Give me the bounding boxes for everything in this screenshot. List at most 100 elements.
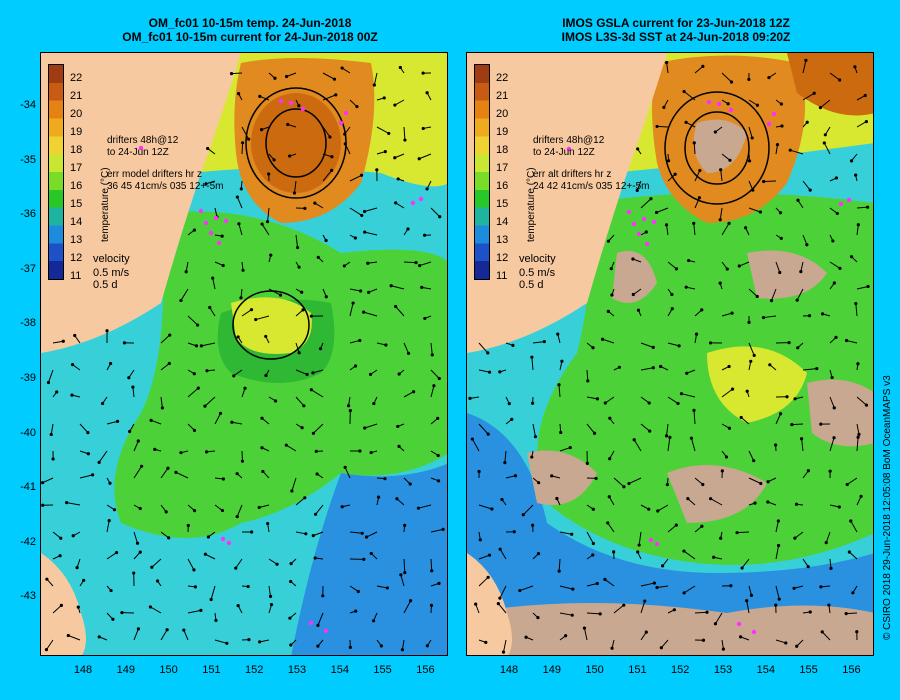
current-arrow xyxy=(721,72,732,83)
current-arrow xyxy=(775,545,780,560)
current-arrow xyxy=(268,585,272,597)
current-arrow-head xyxy=(819,585,823,589)
current-arrow xyxy=(775,520,779,533)
current-arrow-head xyxy=(849,519,853,523)
colorbar-tick: 20 xyxy=(70,108,83,120)
error-note: err alt drifters hr z 24 42 41cm/s 035 1… xyxy=(533,169,649,193)
drifter-marker xyxy=(223,218,229,224)
current-arrow-head xyxy=(767,75,771,80)
current-arrow-head xyxy=(289,561,293,566)
current-arrow-head xyxy=(700,308,704,312)
current-arrow xyxy=(430,342,433,355)
drifters-line2: to 24-Jun 12Z xyxy=(533,147,595,158)
current-arrow-head xyxy=(418,263,422,268)
current-arrow xyxy=(175,471,189,479)
current-arrow xyxy=(478,342,489,354)
current-arrow-head xyxy=(153,447,157,451)
current-arrow-head xyxy=(340,66,344,70)
current-arrow-head xyxy=(135,541,140,545)
current-arrow xyxy=(349,174,362,182)
current-arrow xyxy=(775,413,782,425)
current-arrow xyxy=(505,475,516,479)
current-arrow-head xyxy=(510,417,514,421)
current-arrow-head xyxy=(243,386,247,390)
latitude-tick: -38 xyxy=(20,317,36,330)
current-arrow-head xyxy=(568,445,572,450)
current-arrow-head xyxy=(264,373,268,378)
velocity-label: velocity xyxy=(93,253,130,265)
current-arrow xyxy=(497,603,507,614)
current-arrow xyxy=(403,261,417,264)
current-arrow xyxy=(660,639,669,649)
current-arrow-head xyxy=(330,168,334,172)
current-arrow-head xyxy=(755,294,759,299)
current-arrow xyxy=(771,288,777,301)
current-arrow xyxy=(180,288,189,301)
current-arrow xyxy=(349,585,359,592)
colorbar-tick: 12 xyxy=(496,252,509,264)
current-arrow xyxy=(400,574,405,587)
current-arrow xyxy=(363,311,378,317)
current-arrow xyxy=(160,467,169,479)
current-arrow-head xyxy=(498,370,502,374)
current-arrow-head xyxy=(182,628,186,632)
left-title-line2: OM_fc01 10-15m current for 24-Jun-2018 0… xyxy=(122,30,378,44)
longitude-tick: 151 xyxy=(202,664,221,676)
drifter-marker xyxy=(728,107,734,113)
current-arrow-head xyxy=(557,569,561,573)
current-arrow-head xyxy=(305,372,309,377)
current-arrow xyxy=(478,554,490,560)
current-arrow-head xyxy=(61,339,65,343)
current-arrow-head xyxy=(105,329,109,333)
drifter-marker xyxy=(418,196,424,202)
current-arrow-head xyxy=(550,474,554,478)
current-arrow xyxy=(683,550,696,560)
longitude-tick: 150 xyxy=(159,664,178,676)
left-map-svg xyxy=(41,53,447,655)
current-arrow-head xyxy=(430,569,434,573)
current-arrow xyxy=(532,341,545,344)
current-arrow-head xyxy=(131,385,135,389)
right-map-panel[interactable]: 22 21 20 19 18 17 16 15 14 13 12 11 temperature (°C… xyxy=(466,52,874,656)
drifter-marker xyxy=(198,208,204,214)
current-arrow-head xyxy=(651,345,655,349)
current-arrow xyxy=(740,417,750,425)
current-arrow xyxy=(794,531,804,539)
current-arrow xyxy=(241,142,244,155)
current-arrow-head xyxy=(324,295,328,299)
current-arrow-head xyxy=(557,383,561,387)
current-arrow-head xyxy=(406,227,410,231)
current-arrow-head xyxy=(353,364,358,368)
current-arrow-head xyxy=(486,351,490,355)
current-arrow-head xyxy=(692,141,696,145)
current-arrow xyxy=(401,639,405,650)
current-arrow-head xyxy=(289,579,293,584)
current-arrow-head xyxy=(136,439,140,443)
current-arrow-head xyxy=(720,469,724,473)
current-arrow-head xyxy=(768,363,772,367)
current-arrow-head xyxy=(747,77,751,82)
current-arrow-head xyxy=(375,168,379,172)
current-arrow-head xyxy=(654,210,659,215)
drifter-marker xyxy=(308,620,314,626)
current-arrow-head xyxy=(708,341,713,345)
current-arrow-head xyxy=(272,158,276,162)
current-arrow-head xyxy=(258,94,262,98)
current-arrow-head xyxy=(684,285,688,289)
current-arrow-head xyxy=(779,236,783,240)
current-arrow-head xyxy=(363,426,367,430)
current-arrow xyxy=(748,477,761,484)
current-arrow-head xyxy=(829,566,833,570)
left-map-panel[interactable]: 22 21 20 19 18 17 16 15 14 13 12 11 temperature (°C… xyxy=(40,52,448,656)
current-arrow xyxy=(205,553,216,560)
current-arrow-head xyxy=(275,562,279,566)
current-arrow-head xyxy=(849,159,854,163)
current-arrow-head xyxy=(132,571,136,575)
current-arrow xyxy=(364,423,378,429)
current-arrow-head xyxy=(109,588,113,593)
current-arrow xyxy=(586,396,598,400)
current-arrow xyxy=(602,338,615,344)
longitude-tick: 153 xyxy=(287,664,307,676)
current-arrow xyxy=(666,224,669,236)
current-arrow-head xyxy=(622,485,626,489)
